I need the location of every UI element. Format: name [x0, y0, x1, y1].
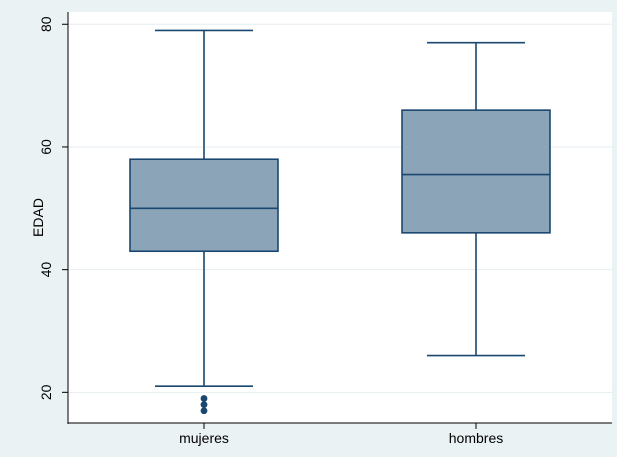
x-tick-label: mujeres: [179, 430, 229, 446]
outlier-point: [200, 401, 208, 408]
outlier-point: [200, 395, 208, 402]
y-tick-label: 80: [38, 16, 54, 32]
outlier-point: [200, 407, 208, 415]
y-tick-label: 40: [38, 262, 54, 278]
y-axis-label: EDAD: [30, 198, 46, 237]
axes: 20 40 60 80 mujeres hombres: [38, 12, 612, 446]
box-hombres: [401, 41, 551, 357]
box-mujeres: [129, 29, 279, 415]
x-tick-label: hombres: [449, 430, 503, 446]
iqr-box: [401, 109, 551, 234]
iqr-box: [129, 158, 279, 253]
boxes: [129, 29, 551, 415]
y-tick-label: 20: [38, 384, 54, 400]
y-tick-label: 60: [38, 139, 54, 155]
